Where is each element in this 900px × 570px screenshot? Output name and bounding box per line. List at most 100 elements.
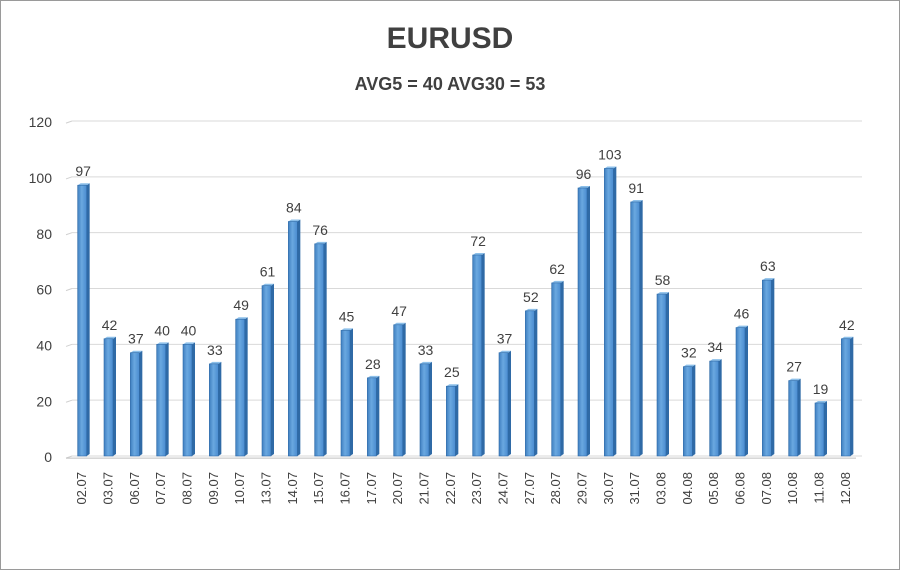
x-tick-label: 12.08: [838, 472, 853, 505]
data-label: 46: [734, 306, 750, 322]
bar-top: [288, 219, 301, 222]
data-label: 25: [444, 364, 460, 380]
data-label: 72: [470, 233, 486, 249]
bar: [841, 338, 851, 457]
bar: [446, 385, 456, 457]
bar: [288, 221, 298, 457]
x-tick-label: 06.08: [733, 472, 748, 505]
x-tick-label: 28.07: [548, 472, 563, 505]
y-tick-label: 100: [29, 170, 53, 186]
bar: [683, 366, 693, 457]
bar: [156, 344, 166, 457]
x-tick-label: 27.07: [522, 472, 537, 505]
bar-top: [446, 384, 459, 387]
bar-side: [455, 384, 459, 456]
bar-side: [297, 219, 301, 456]
gridline-depth: [65, 288, 73, 292]
bar-top: [551, 280, 564, 283]
data-label: 61: [260, 264, 276, 280]
bar-side: [86, 183, 90, 457]
x-tick-label: 17.07: [364, 472, 379, 505]
data-label: 52: [523, 289, 539, 305]
data-label: 91: [628, 180, 644, 196]
bar-side: [587, 186, 590, 456]
bar-side: [139, 350, 143, 456]
bar-top: [393, 322, 406, 325]
gridline-depth: [65, 120, 73, 124]
bar-top: [815, 400, 827, 403]
x-tick-label: 07.08: [759, 472, 774, 505]
bar-top: [130, 350, 143, 353]
y-tick-label: 0: [44, 449, 52, 465]
gridline-depth: [65, 232, 73, 236]
x-tick-label: 04.08: [680, 472, 695, 505]
bar: [367, 377, 377, 457]
bar-side: [271, 283, 274, 456]
bar: [130, 352, 140, 457]
bar-top: [762, 278, 775, 281]
y-axis: 0 20 40 60 80 100 120: [29, 114, 53, 465]
data-label: 32: [681, 345, 697, 361]
bar-top: [736, 325, 748, 328]
data-label: 33: [207, 342, 223, 358]
bar: [762, 279, 772, 457]
bar: [472, 254, 482, 457]
bar: [656, 293, 667, 457]
bar-top: [420, 361, 432, 364]
x-tick-label: 23.07: [469, 472, 484, 505]
bar: [419, 363, 430, 457]
bar: [551, 282, 561, 457]
bars: [77, 166, 854, 457]
y-tick-label: 80: [36, 226, 52, 242]
bar-side: [692, 364, 696, 456]
bar-side: [481, 253, 485, 456]
data-label: 28: [365, 356, 381, 372]
data-label: 40: [181, 322, 197, 338]
bar-side: [323, 241, 327, 456]
x-tick-label: 03.08: [654, 472, 669, 505]
bar-top: [788, 378, 801, 381]
data-label: 76: [312, 222, 328, 238]
x-tick-label: 11.08: [812, 472, 827, 504]
bar-side: [771, 278, 775, 456]
data-label: 58: [655, 272, 671, 288]
bar: [340, 330, 351, 457]
data-label: 33: [418, 342, 434, 358]
data-label: 49: [233, 297, 249, 313]
chart-subtitle: AVG5 = 40 AVG30 = 53: [354, 74, 546, 94]
bar: [235, 318, 245, 457]
bar-side: [850, 336, 854, 456]
bar-side: [165, 342, 169, 456]
bar-top: [657, 292, 669, 295]
data-labels: 97 42 37 40 40 33 49 61 84 76 45 28 47 33 25 72 37 52 62 96…: [75, 146, 854, 397]
bar: [182, 344, 193, 457]
data-label: 103: [598, 146, 622, 162]
x-tick-label: 10.07: [232, 472, 247, 505]
bar-top: [262, 283, 274, 286]
bar: [393, 324, 403, 457]
data-label: 42: [102, 317, 118, 333]
data-label: 19: [813, 381, 829, 397]
gridlines: [65, 120, 862, 459]
bar: [630, 201, 640, 457]
bar-top: [525, 308, 538, 311]
chart-title: EURUSD: [386, 22, 514, 55]
bar: [209, 363, 219, 457]
gridline-depth: [65, 399, 73, 403]
data-label: 96: [576, 166, 592, 182]
bar: [261, 285, 272, 457]
x-tick-label: 31.07: [627, 472, 642, 505]
data-label: 63: [760, 258, 776, 274]
bar-top: [841, 336, 854, 339]
x-tick-label: 15.07: [311, 472, 326, 505]
bar: [604, 168, 614, 457]
x-tick-label: 07.07: [153, 472, 168, 505]
x-tick-label: 06.07: [127, 472, 142, 505]
bar: [525, 310, 535, 457]
bar-side: [745, 325, 748, 456]
bar: [103, 338, 114, 457]
data-label: 27: [786, 359, 802, 375]
bar-top: [578, 186, 590, 188]
bar-side: [797, 378, 801, 456]
